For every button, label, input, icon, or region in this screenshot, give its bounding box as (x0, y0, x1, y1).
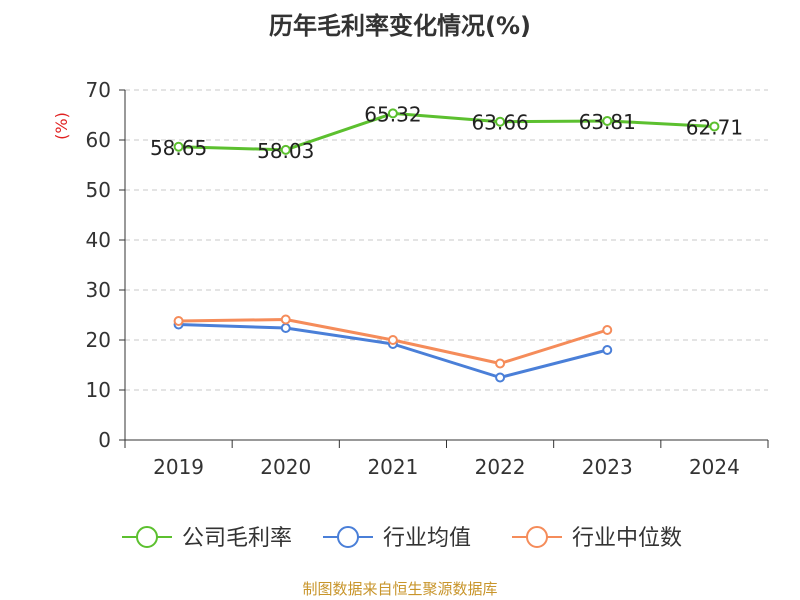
data-point (602, 325, 613, 335)
y-tick-label: 70 (86, 78, 111, 102)
data-point (602, 115, 613, 126)
x-tick-label: 2020 (260, 455, 311, 479)
x-tick-label: 2023 (582, 455, 633, 479)
data-point (387, 335, 398, 345)
data-point (387, 108, 398, 119)
data-label: 65.32 (364, 102, 421, 126)
legend-marker (526, 526, 548, 548)
data-point (173, 141, 184, 152)
axes: 0 10 20 30 40 50 60 70 (%) 2019 2020 2021 2022 2023 20… (52, 78, 769, 479)
data-label: 58.03 (257, 139, 314, 163)
data-labels: 58.65 58.03 65.32 63.66 63.81 62.71 (150, 102, 743, 162)
series-layer (173, 108, 720, 383)
data-label: 63.81 (579, 110, 636, 134)
data-label: 63.66 (471, 111, 528, 135)
legend-label: 公司毛利率 (182, 526, 292, 551)
legend-marker (337, 526, 359, 548)
x-tick-label: 2019 (153, 455, 204, 479)
y-axis-label: (%) (52, 112, 71, 140)
x-tick-label: 2024 (689, 455, 740, 479)
y-tick-label: 60 (86, 128, 111, 152)
data-point (602, 345, 613, 355)
data-point (495, 116, 506, 127)
data-point (495, 372, 506, 383)
data-point (280, 144, 291, 155)
y-tick-label: 30 (86, 278, 111, 302)
chart-title: 历年毛利率变化情况(%) (269, 12, 531, 40)
y-tick-label: 40 (86, 228, 111, 252)
y-tick-label: 10 (86, 378, 111, 402)
data-point (280, 323, 291, 333)
y-tick-label: 0 (98, 428, 111, 452)
data-label: 58.65 (150, 136, 207, 160)
grid-lines (125, 89, 768, 391)
data-point (173, 316, 184, 326)
legend-label: 行业中位数 (572, 526, 682, 551)
source-note: 制图数据来自恒生聚源数据库 (302, 580, 498, 598)
legend: 公司毛利率 行业均值 行业中位数 (122, 526, 682, 551)
legend-label: 行业均值 (383, 526, 471, 551)
y-tick-label: 50 (86, 178, 111, 202)
series-line (177, 111, 716, 152)
data-point (495, 358, 506, 369)
data-point (280, 314, 291, 325)
data-label: 62.71 (686, 115, 743, 139)
x-tick-label: 2021 (367, 455, 418, 479)
legend-marker (136, 526, 158, 548)
x-tick-label: 2022 (475, 455, 526, 479)
y-tick-label: 20 (86, 328, 111, 352)
data-point (709, 121, 720, 132)
